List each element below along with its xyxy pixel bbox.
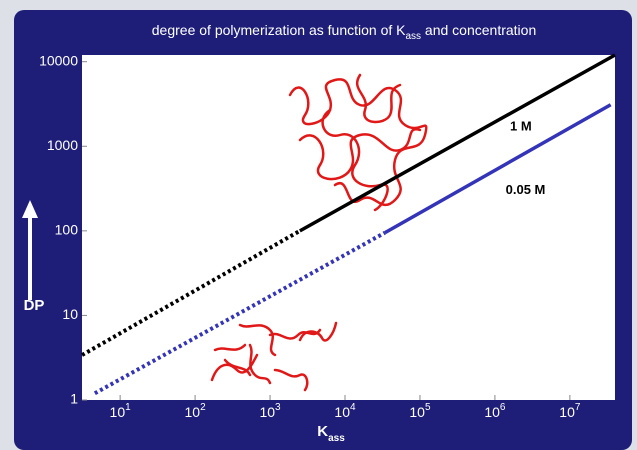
xlabel-sub: ass bbox=[328, 433, 345, 444]
title-sub: ass bbox=[405, 31, 421, 42]
y-axis-label: DP bbox=[24, 297, 45, 314]
y-tick-label: 100 bbox=[55, 222, 79, 238]
x-tick-base: 10 bbox=[559, 404, 575, 420]
x-tick-exponent: 7 bbox=[575, 402, 581, 413]
title-part: degree of polymerization as function of … bbox=[152, 22, 406, 38]
title-part: and concentration bbox=[421, 22, 536, 38]
x-tick-base: 10 bbox=[259, 404, 275, 420]
y-tick-label: 1000 bbox=[47, 137, 78, 153]
x-tick-exponent: 4 bbox=[350, 402, 356, 413]
x-tick-exponent: 6 bbox=[500, 402, 506, 413]
plot-area bbox=[82, 55, 615, 400]
x-tick-exponent: 1 bbox=[125, 402, 131, 413]
x-tick-exponent: 5 bbox=[425, 402, 431, 413]
xlabel-main: K bbox=[317, 423, 328, 440]
x-tick-base: 10 bbox=[185, 404, 201, 420]
x-tick-exponent: 3 bbox=[275, 402, 281, 413]
x-tick-base: 10 bbox=[409, 404, 425, 420]
series-label: 1 M bbox=[510, 118, 532, 133]
x-tick-base: 10 bbox=[484, 404, 500, 420]
y-tick-label: 10000 bbox=[39, 52, 78, 68]
x-tick-base: 10 bbox=[334, 404, 350, 420]
page: degree of polymerization as function of … bbox=[0, 0, 637, 450]
x-tick-exponent: 2 bbox=[200, 402, 206, 413]
y-tick-label: 10 bbox=[62, 306, 78, 322]
y-tick-label: 1 bbox=[70, 391, 78, 407]
series-label: 0.05 M bbox=[506, 182, 546, 197]
chart: degree of polymerization as function of … bbox=[0, 0, 637, 450]
x-tick-base: 10 bbox=[110, 404, 126, 420]
